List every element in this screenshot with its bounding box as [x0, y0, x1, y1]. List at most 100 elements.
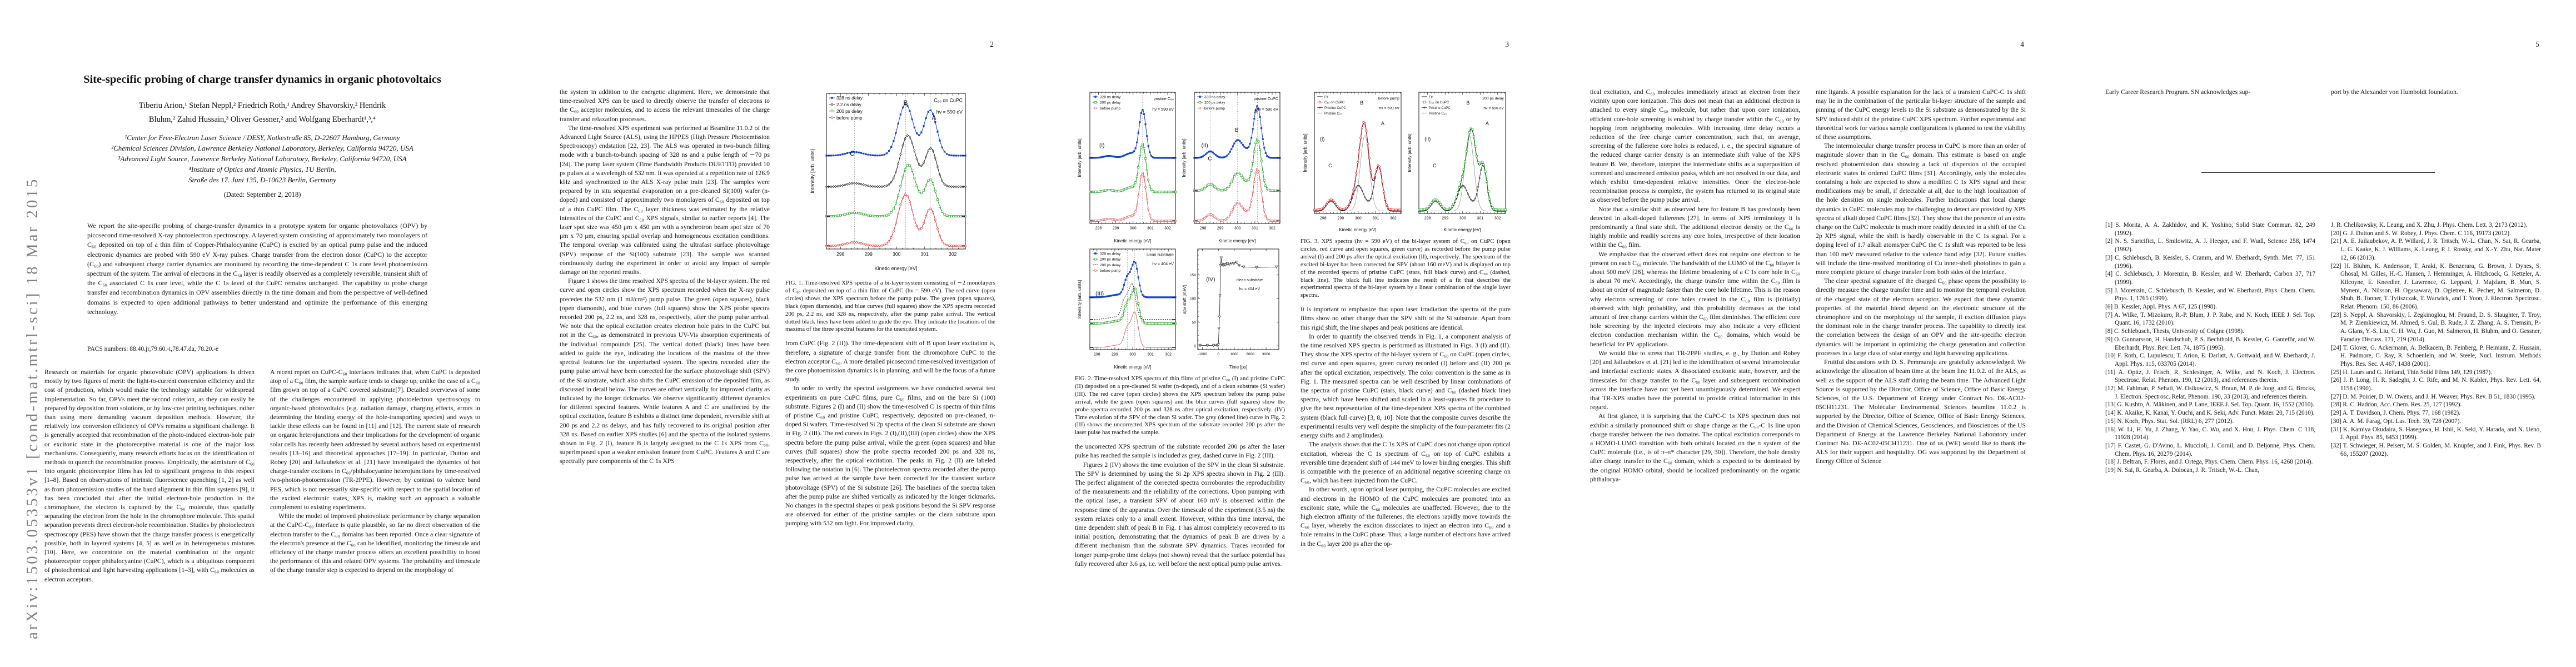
page4-left-column: tical excitation, and C₆₀ molecules imme… [1590, 88, 1800, 484]
svg-text:Pristine C₆₀: Pristine C₆₀ [1324, 112, 1342, 116]
svg-text:200 ps delay: 200 ps delay [1100, 258, 1121, 262]
svg-text:C₆₀ on CuPC: C₆₀ on CuPC [1429, 101, 1449, 104]
page2-right-text: from CuPC (Fig. 2 (II)). The time-depend… [785, 339, 995, 528]
reference-item: [24] T. Glover, G. Ackermann, A. Belkace… [2331, 344, 2541, 367]
svg-text:0: 0 [1217, 352, 1219, 356]
svg-text:Kinetic energy [eV]: Kinetic energy [eV] [1114, 238, 1151, 243]
svg-text:C: C [1328, 163, 1332, 168]
reference-item: [15] N. Koch, Phys. Stat. Sol. (RRL) 6, … [2105, 417, 2234, 425]
svg-text:328 ns delay: 328 ns delay [1204, 96, 1225, 99]
svg-text:(III): (III) [1095, 291, 1104, 297]
page3-columns: 298 299 300 301 302 Kinetic energy [eV] Intens… [1075, 88, 1511, 569]
svg-text:-1000: -1000 [1198, 352, 1207, 356]
svg-text:before pump: before pump [1204, 107, 1225, 111]
fig3-panel-2-chart: 298 299 300 301 302 Kinetic energy [eV] Intens… [1407, 92, 1507, 232]
svg-text:C: C [1433, 163, 1437, 168]
references-right-column: J. R. Chelikowsky, K. Leung, and X. Zhu,… [2331, 221, 2541, 475]
paragraph: In order to verify the spectral assignme… [785, 385, 995, 527]
reference-item: [3] C. Schlebusch, B. Kessler, S. Cramm,… [2105, 254, 2315, 270]
page-4: 4 tical excitation, and C₆₀ molecules im… [1546, 0, 2061, 667]
svg-text:Kinetic energy [eV]: Kinetic energy [eV] [1114, 365, 1151, 370]
paragraph: The analysis shows that the C 1s XPS of … [1301, 441, 1511, 485]
svg-text:328 ns delay: 328 ns delay [1100, 96, 1121, 99]
svg-text:(I): (I) [1099, 143, 1104, 149]
paragraph: We would like to stress that TR-2PPE stu… [1590, 349, 1800, 411]
fig2-panel-3-chart: 298 299 300 301 302 Kinetic energy [eV] Intens… [1077, 248, 1177, 370]
svg-text:Intensity [arb. units]: Intensity [arb. units] [1182, 138, 1187, 177]
reference-item: [27] D. M. Poirier, D. W. Owens, and J. … [2331, 393, 2535, 400]
author-line-2: Bluhm,² Zahid Hussain,³ Oliver Gessner,²… [148, 115, 376, 124]
svg-text:298: 298 [1095, 227, 1102, 231]
svg-text:B: B [1235, 127, 1239, 133]
svg-text:spv shift [meV]: spv shift [meV] [1182, 285, 1187, 313]
reference-item: [18] J. Beltran, F. Flores, and J. Orteg… [2105, 459, 2313, 466]
arxiv-stamp: arXiv:1503.05353v1 [cond-mat.mtrl-sci] 1… [23, 177, 41, 639]
reference-item: J. R. Chelikowsky, K. Leung, and X. Zhu,… [2331, 222, 2528, 228]
svg-text:301: 301 [1252, 227, 1258, 231]
page-2: 2 the system in addition to the energeti… [515, 0, 1030, 667]
page3-right-column: 298 299 300 301 302 Kinetic energy [eV] Intens… [1301, 88, 1511, 569]
svg-text:(I): (I) [1320, 136, 1325, 142]
page2-right-column: 298 299 300 301 302 Kinetic energy [eV] Intens… [785, 88, 995, 529]
svg-text:(IV): (IV) [1206, 277, 1215, 283]
svg-text:Time [ps]: Time [ps] [1229, 365, 1248, 370]
svg-text:Intensity [arb. units]: Intensity [arb. units] [1303, 133, 1308, 172]
svg-text:299: 299 [1112, 353, 1118, 357]
svg-text:298: 298 [1424, 217, 1431, 221]
reference-item: [29] A. T. Davidson, J. Chem. Phys. 77, … [2331, 410, 2460, 417]
figure-1: 298 299 300 301 302 Kinetic energy [eV] Intens… [785, 89, 995, 275]
paper-title: Site-specific probing of charge transfer… [83, 73, 441, 86]
svg-text:B: B [1360, 100, 1363, 106]
svg-text:hν = 404 eV: hν = 404 eV [1152, 261, 1174, 266]
affiliations: ¹Center for Free-Electron Laser Science … [44, 132, 480, 185]
paragraph: nine ligands. A possible explanation for… [1816, 88, 2026, 141]
svg-text:298: 298 [836, 251, 844, 257]
reference-item: [26] J. P. Long, H. R. Sadeghi, J. C. Ri… [2331, 377, 2541, 392]
svg-text:hν = 590 eV: hν = 590 eV [1152, 107, 1174, 112]
svg-text:200 ps delay: 200 ps delay [1100, 263, 1121, 267]
page3-right-text: It is important to emphasize that upon l… [1301, 305, 1511, 548]
reference-item: [21] A. E. Jailaubekov, A. P. Willard, J… [2331, 238, 2541, 261]
page3-left-column: 298 299 300 301 302 Kinetic energy [eV] Intens… [1075, 88, 1285, 569]
reference-item: [2] N. S. Sariciftci, L. Smilowitz, A. J… [2105, 238, 2315, 253]
svg-text:298: 298 [1200, 227, 1207, 231]
svg-text:C₆₀ on CuPC: C₆₀ on CuPC [1324, 101, 1345, 104]
reference-item: [30] A. A. M. Farag, Opt. Las. Tech. 39,… [2331, 417, 2462, 425]
page-number: 5 [2535, 40, 2539, 48]
page3-left-text: the uncorrected XPS spectrum of the subs… [1075, 442, 1285, 569]
svg-text:Pristine CuPC: Pristine CuPC [1429, 106, 1451, 110]
page-number: 4 [2020, 40, 2024, 48]
svg-text:Kinetic energy [eV]: Kinetic energy [eV] [1443, 227, 1481, 232]
svg-text:clean substrate: clean substrate [1147, 252, 1174, 257]
svg-text:before pump: before pump [1378, 97, 1399, 101]
svg-text:50: 50 [1192, 321, 1197, 325]
abstract: We report the site-specific probing of c… [87, 222, 427, 316]
reference-item: [8] C. Schlebusch, Thesis, University of… [2105, 328, 2244, 335]
svg-text:B: B [903, 99, 908, 107]
fig1-chart: 298 299 300 301 302 Kinetic energy [eV] Intens… [810, 93, 967, 271]
svg-text:328 ns delay: 328 ns delay [836, 95, 863, 101]
reference-item: [10] F. Roth, C. Lupulescu, T. Arion, E.… [2105, 352, 2315, 367]
svg-text:hν = 590 eV: hν = 590 eV [936, 109, 963, 115]
reference-item: [4] C. Schlebusch, J. Morenzin, B. Kessl… [2105, 271, 2315, 286]
svg-text:301: 301 [1372, 217, 1379, 221]
svg-text:Kinetic energy [eV]: Kinetic energy [eV] [1339, 227, 1376, 232]
svg-text:C: C [850, 150, 855, 157]
svg-text:Intensity [arb. units]: Intensity [arb. units] [1077, 138, 1082, 177]
page-3: 3 298 299 300 301 302 Kinetic energy [eV] Inte… [1030, 0, 1546, 667]
references-columns: [1] S. Morita, A. A. Zakhidov, and K. Yo… [2105, 221, 2541, 475]
svg-text:301: 301 [921, 251, 929, 257]
svg-text:2.2 ns delay: 2.2 ns delay [836, 102, 862, 107]
svg-text:302: 302 [1269, 227, 1275, 231]
paragraph: The clear spectral signature of the char… [1816, 277, 2026, 357]
ack-left: Early Career Research Program. SN acknow… [2105, 88, 2251, 96]
svg-text:Pristine CuPC: Pristine CuPC [1324, 106, 1346, 110]
svg-text:Pristine C₆₀: Pristine C₆₀ [1429, 112, 1447, 116]
svg-text:(II): (II) [1202, 143, 1208, 149]
affiliation: ²Chemical Sciences Division, Lawrence Be… [111, 144, 413, 152]
reference-item: [17] F. Castet, G. D'Avino, L. Muccioli,… [2105, 442, 2315, 457]
references-left-column: [1] S. Morita, A. A. Zakhidov, and K. Yo… [2105, 221, 2315, 475]
svg-text:before pump: before pump [1100, 269, 1120, 273]
svg-text:1000: 1000 [1230, 352, 1239, 356]
page-number: 3 [1505, 40, 1509, 48]
